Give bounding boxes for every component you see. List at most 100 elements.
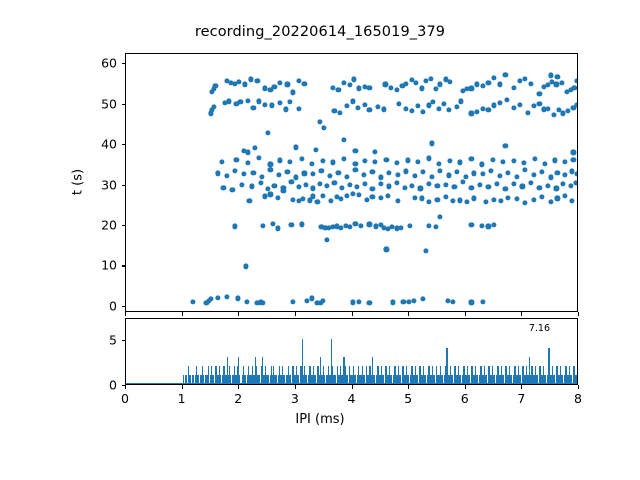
scatter-point bbox=[552, 157, 558, 164]
histogram-bin bbox=[525, 366, 527, 384]
scatter-point bbox=[548, 72, 554, 79]
scatter-point bbox=[245, 160, 251, 166]
scatter-point bbox=[228, 80, 234, 86]
scatter-point bbox=[503, 97, 510, 103]
histogram-bin bbox=[526, 375, 529, 384]
histogram-bin bbox=[282, 366, 284, 384]
histogram-bin bbox=[217, 375, 219, 384]
scatter-point bbox=[548, 174, 554, 181]
histogram-bin bbox=[379, 375, 381, 384]
histogram-bin bbox=[387, 375, 389, 384]
scatter-point bbox=[351, 76, 357, 83]
scatter-point bbox=[464, 199, 470, 205]
scatter-point bbox=[303, 182, 309, 188]
histogram-bin bbox=[303, 366, 305, 384]
histogram-bin bbox=[524, 375, 526, 384]
histogram-bin bbox=[555, 382, 557, 384]
scatter-point bbox=[229, 186, 236, 193]
scatter-point bbox=[418, 195, 425, 202]
histogram-bin bbox=[351, 375, 353, 384]
histogram-bin bbox=[361, 366, 363, 384]
histogram-bin bbox=[324, 375, 326, 384]
histogram-bin bbox=[372, 375, 375, 384]
histogram-bin bbox=[417, 375, 419, 384]
histogram-bin bbox=[366, 366, 368, 384]
histogram-bin bbox=[566, 375, 568, 384]
histogram-bin bbox=[251, 366, 253, 384]
scatter-point bbox=[385, 193, 391, 199]
histogram-bin bbox=[370, 375, 372, 384]
scatter-point bbox=[445, 298, 451, 304]
scatter-point bbox=[378, 222, 384, 228]
scatter-point bbox=[485, 223, 491, 229]
scatter-point bbox=[420, 169, 426, 175]
histogram-bin bbox=[392, 382, 394, 384]
histogram-bin bbox=[377, 366, 379, 384]
histogram-bin bbox=[573, 366, 575, 384]
scatter-point bbox=[344, 193, 350, 199]
scatter-yticklabel: 50 bbox=[101, 96, 117, 112]
scatter-yticklabel: 10 bbox=[101, 257, 117, 273]
histogram-bin bbox=[263, 375, 265, 384]
histogram-bin bbox=[397, 366, 399, 384]
histogram-bin bbox=[243, 375, 245, 384]
scatter-point bbox=[437, 167, 443, 174]
histogram-bin bbox=[298, 375, 300, 384]
scatter-point bbox=[394, 160, 400, 166]
scatter-point bbox=[511, 158, 517, 164]
scatter-point bbox=[468, 85, 474, 91]
scatter-point bbox=[554, 170, 561, 176]
scatter-point bbox=[398, 225, 404, 231]
scatter-point bbox=[511, 84, 517, 91]
histogram-bin bbox=[436, 366, 438, 384]
scatter-point bbox=[283, 106, 289, 113]
scatter-point bbox=[264, 130, 271, 136]
histogram-bin bbox=[420, 375, 422, 384]
scatter-point bbox=[395, 198, 401, 204]
scatter-point bbox=[250, 169, 256, 176]
scatter-point bbox=[516, 101, 523, 108]
histogram-ytick bbox=[121, 385, 125, 387]
histogram-bin bbox=[209, 375, 211, 384]
histogram-bin bbox=[197, 375, 199, 384]
histogram-bin bbox=[431, 366, 433, 384]
scatter-point bbox=[488, 168, 494, 174]
scatter-point bbox=[428, 76, 434, 82]
scatter-point bbox=[468, 299, 474, 306]
histogram-bin bbox=[393, 375, 395, 384]
histogram-bin bbox=[266, 375, 268, 384]
scatter-point bbox=[366, 300, 373, 306]
scatter-point bbox=[389, 224, 395, 230]
histogram-bin bbox=[383, 375, 385, 384]
histogram-bin bbox=[434, 375, 436, 384]
histogram-bin bbox=[569, 375, 572, 384]
histogram-bin bbox=[236, 366, 239, 384]
scatter-point bbox=[366, 84, 373, 91]
scatter-point bbox=[219, 159, 225, 165]
scatter-point bbox=[491, 102, 497, 108]
scatter-point bbox=[241, 171, 247, 177]
histogram-bin bbox=[374, 375, 376, 384]
scatter-point bbox=[296, 106, 302, 112]
scatter-point bbox=[435, 106, 442, 112]
histogram-bin bbox=[443, 382, 445, 384]
histogram-bin bbox=[265, 366, 267, 384]
scatter-point bbox=[375, 104, 381, 110]
scatter-point bbox=[246, 198, 253, 204]
histogram-bin bbox=[551, 366, 553, 384]
histogram-bin bbox=[330, 339, 333, 384]
histogram-bin bbox=[457, 366, 459, 384]
scatter-point bbox=[352, 148, 358, 154]
histogram-bin bbox=[403, 375, 405, 384]
histogram-bin bbox=[533, 375, 535, 384]
scatter-point bbox=[320, 158, 326, 164]
scatter-point bbox=[426, 102, 432, 108]
scatter-point bbox=[347, 82, 353, 88]
scatter-point bbox=[262, 85, 268, 91]
histogram-bin bbox=[204, 382, 206, 384]
scatter-point bbox=[541, 84, 547, 90]
scatter-point bbox=[243, 263, 249, 270]
histogram-bin bbox=[546, 382, 548, 384]
scatter-xtick bbox=[238, 312, 240, 316]
